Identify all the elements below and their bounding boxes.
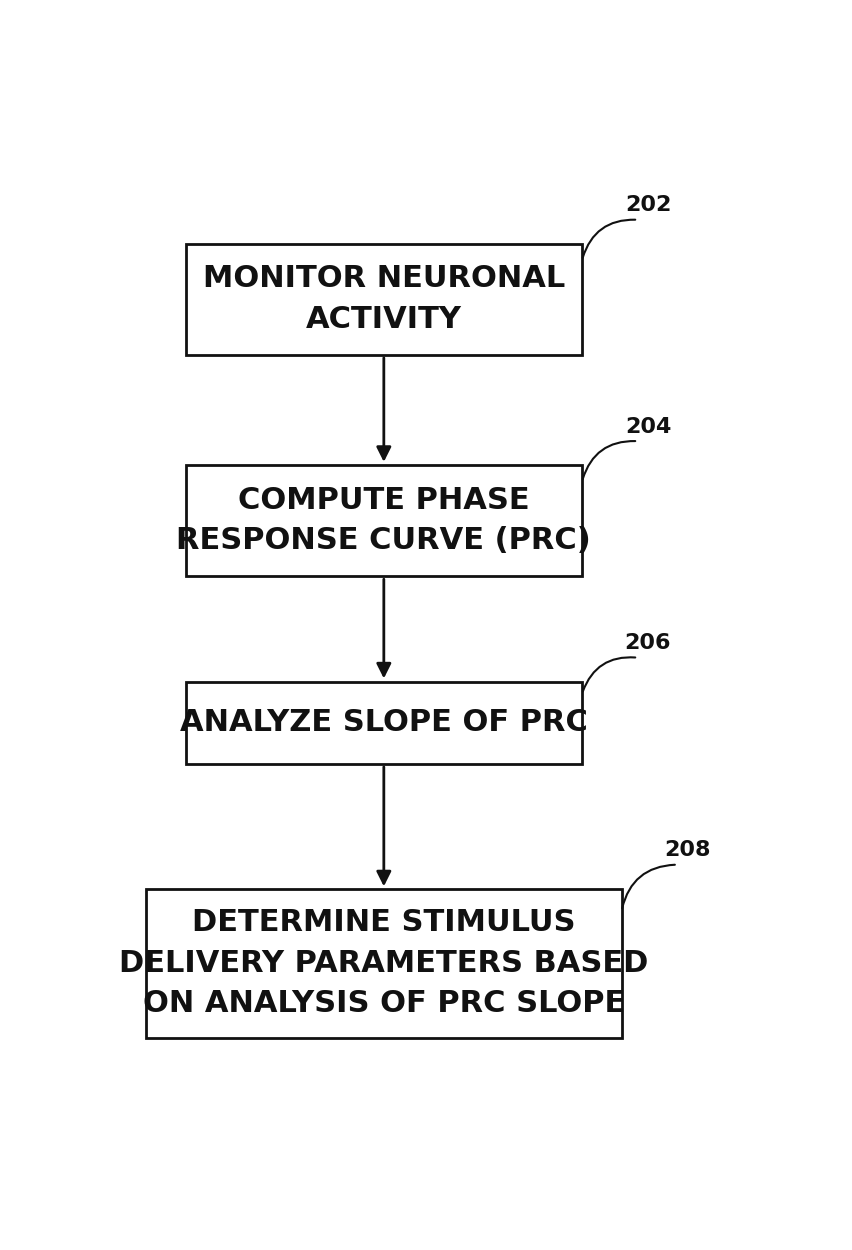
Text: 206: 206	[625, 634, 671, 654]
Text: 202: 202	[625, 195, 671, 215]
FancyBboxPatch shape	[186, 681, 582, 764]
FancyBboxPatch shape	[147, 889, 622, 1038]
Text: COMPUTE PHASE
RESPONSE CURVE (PRC): COMPUTE PHASE RESPONSE CURVE (PRC)	[176, 486, 591, 555]
Text: DETERMINE STIMULUS
DELIVERY PARAMETERS BASED
ON ANALYSIS OF PRC SLOPE: DETERMINE STIMULUS DELIVERY PARAMETERS B…	[119, 909, 648, 1019]
FancyBboxPatch shape	[186, 465, 582, 576]
Text: MONITOR NEURONAL
ACTIVITY: MONITOR NEURONAL ACTIVITY	[203, 265, 565, 334]
Text: ANALYZE SLOPE OF PRC: ANALYZE SLOPE OF PRC	[180, 709, 588, 737]
FancyBboxPatch shape	[186, 244, 582, 355]
Text: 204: 204	[625, 416, 671, 436]
Text: 208: 208	[665, 840, 711, 860]
